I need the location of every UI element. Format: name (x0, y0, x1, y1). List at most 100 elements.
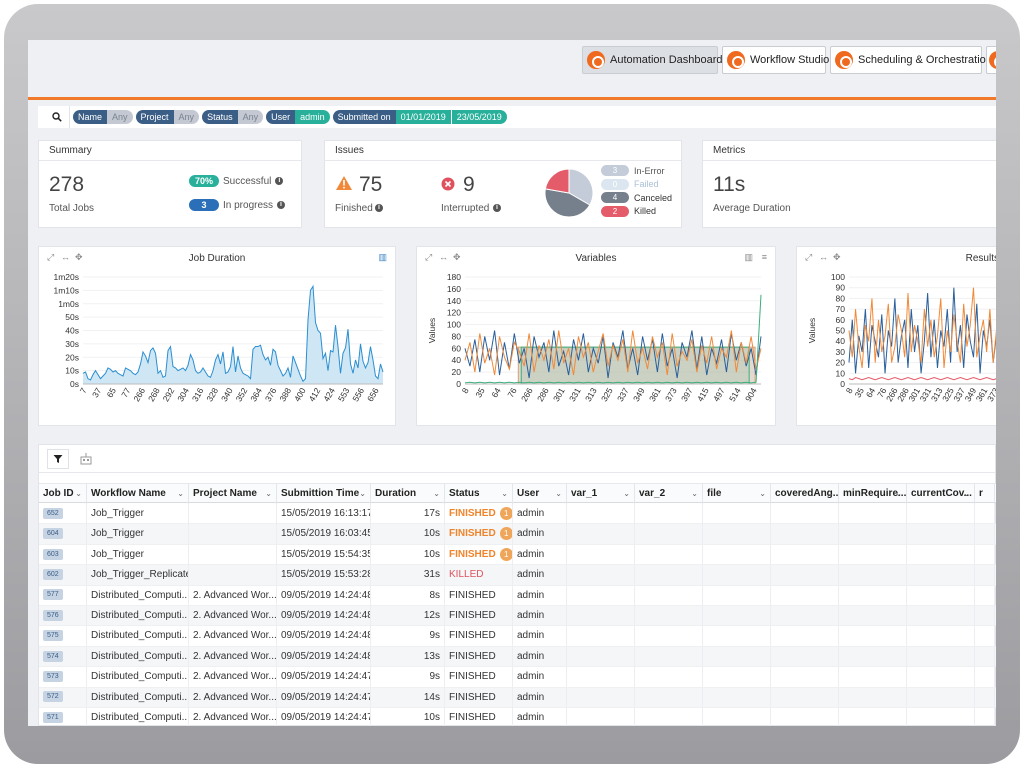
table-cell (771, 646, 839, 667)
status-text: KILLED (449, 569, 484, 581)
table-cell: 2. Advanced Wor... (189, 708, 277, 726)
column-header[interactable]: coveredAng... ⌄ (771, 484, 839, 504)
column-header[interactable]: Project Name ⌄ (189, 484, 277, 504)
info-icon[interactable]: i (275, 177, 284, 185)
column-header[interactable]: Submittion Time ⌄ (277, 484, 371, 504)
table-cell: 2. Advanced Wor... (189, 687, 277, 708)
chart-type-icon[interactable]: ▥ (744, 252, 753, 262)
column-header[interactable]: currentCov... ⌄ (907, 484, 975, 504)
filter-status[interactable]: Status Any (202, 110, 264, 124)
chevron-down-icon[interactable]: ⌄ (691, 489, 698, 498)
table-cell: 603 (39, 544, 87, 565)
chevron-down-icon[interactable]: ⌄ (555, 489, 562, 498)
table-row[interactable]: 603 Job_Trigger 15/05/2019 15:54:35 10s FINI… (39, 544, 996, 566)
chevron-down-icon[interactable]: ⌄ (963, 489, 970, 498)
column-header[interactable]: Workflow Name ⌄ (87, 484, 189, 504)
column-header[interactable]: Status ⌄ (445, 484, 513, 504)
export-button[interactable] (75, 449, 97, 469)
expand-icon[interactable]: ⤢ (805, 252, 813, 262)
job-id-badge[interactable]: 571 (43, 711, 63, 723)
chevron-down-icon[interactable]: ⌄ (501, 489, 508, 498)
move-icon[interactable]: ✥ (453, 252, 461, 262)
table-cell (567, 708, 635, 726)
chart-type-icon[interactable]: ▥ (378, 252, 387, 262)
job-id-badge[interactable]: 577 (43, 589, 63, 601)
x-tick-label: 65 (105, 386, 119, 399)
resize-icon[interactable]: ↔ (61, 252, 70, 262)
table-row[interactable]: 604 Job_Trigger 15/05/2019 16:03:45 10s FINI… (39, 524, 996, 545)
job-id-badge[interactable]: 602 (43, 569, 63, 581)
column-header-overflow[interactable]: r (975, 484, 995, 504)
chevron-down-icon[interactable]: ⌄ (433, 489, 440, 498)
table-row[interactable]: 574 Distributed_Computi... 2. Advanced Wor… (39, 646, 996, 668)
chevron-down-icon[interactable]: ⌄ (265, 489, 272, 498)
table-row[interactable]: 575 Distributed_Computi... 2. Advanced Wor… (39, 626, 996, 647)
filter-project[interactable]: Project Any (135, 110, 200, 124)
chevron-down-icon[interactable]: ⌄ (623, 489, 630, 498)
menu-icon[interactable]: ≡ (761, 252, 767, 262)
chevron-down-icon[interactable]: ⌄ (827, 489, 834, 498)
portal-scheduling[interactable]: Scheduling & Orchestration (830, 46, 992, 74)
resize-icon[interactable]: ↔ (819, 252, 828, 262)
chevron-down-icon[interactable]: ⌄ (759, 489, 766, 498)
column-header[interactable]: var_2 ⌄ (635, 484, 703, 504)
filter-name[interactable]: Name Any (73, 110, 133, 124)
move-icon[interactable]: ✥ (75, 252, 83, 262)
job-id-badge[interactable]: 573 (43, 671, 63, 683)
x-tick-label: 268 (146, 386, 162, 404)
table-row[interactable]: 573 Distributed_Computi... 2. Advanced Wor… (39, 667, 996, 688)
info-icon[interactable]: i (277, 201, 286, 209)
interrupted-value: 9 (463, 173, 475, 196)
resize-icon[interactable]: ↔ (439, 252, 448, 262)
expand-icon[interactable]: ⤢ (425, 252, 433, 262)
table-row[interactable]: 572 Distributed_Computi... 2. Advanced Wor… (39, 687, 996, 708)
issue-count-badge[interactable]: 1 (499, 527, 512, 541)
expand-icon[interactable]: ⤢ (47, 252, 55, 262)
filter-user[interactable]: User admin (266, 110, 330, 124)
job-id-badge[interactable]: 572 (43, 691, 63, 703)
info-icon[interactable]: i (375, 204, 383, 212)
search-button[interactable] (44, 106, 70, 128)
table-row[interactable]: 576 Distributed_Computi... 2. Advanced Wor… (39, 606, 996, 627)
y-tick-label: 30s (65, 339, 79, 349)
filter-button[interactable] (47, 448, 69, 469)
variables-card: ⤢ ↔ ✥ Variables ▥ ≡ 180 160 140 120 100 80 60 4… (416, 246, 776, 426)
x-tick-label: 397 (679, 386, 695, 404)
chevron-down-icon[interactable]: ⌄ (75, 489, 82, 498)
table-row[interactable]: 652 Job_Trigger 15/05/2019 16:13:17 17s FINI… (39, 504, 996, 525)
column-header[interactable]: minRequire... ⌄ (839, 484, 907, 504)
table-row[interactable]: 577 Distributed_Computi... 2. Advanced Wor… (39, 585, 996, 606)
column-header[interactable]: User ⌄ (513, 484, 567, 504)
average-duration-value: 11s (713, 173, 746, 196)
job-id-badge[interactable]: 575 (43, 630, 63, 642)
filter-submitted-on[interactable]: Submitted on 01/01/2019 23/05/2019 (332, 110, 507, 124)
x-tick-label: 656 (365, 386, 381, 404)
job-id-badge[interactable]: 652 (43, 507, 63, 519)
issue-count-badge[interactable]: 1 (499, 547, 512, 561)
portal-more[interactable] (986, 46, 996, 74)
chevron-down-icon[interactable]: ⌄ (895, 489, 902, 498)
portal-workflow-studio[interactable]: Workflow Studio (722, 46, 829, 74)
table-row[interactable]: 571 Distributed_Computi... 2. Advanced Wor… (39, 708, 996, 726)
column-header[interactable]: Job ID ⌄ (39, 484, 87, 504)
chevron-down-icon[interactable]: ⌄ (359, 489, 366, 498)
job-id-badge[interactable]: 603 (43, 548, 63, 560)
y-tick-label: 80 (836, 293, 846, 303)
column-header[interactable]: Duration ⌄ (371, 484, 445, 504)
summary-card: Summary 278 Total Jobs 70% Successful i … (38, 140, 302, 228)
move-icon[interactable]: ✥ (833, 252, 841, 262)
job-id-badge[interactable]: 576 (43, 609, 63, 621)
info-icon[interactable]: i (493, 204, 501, 212)
y-tick-label: 30 (836, 347, 846, 357)
column-header[interactable]: file ⌄ (703, 484, 771, 504)
job-id-badge[interactable]: 604 (43, 528, 63, 540)
table-row[interactable]: 602 Job_Trigger_Replicate 15/05/2019 15:53… (39, 565, 996, 586)
table-cell: FINISHED 1 (445, 544, 513, 565)
table-cell: 574 (39, 646, 87, 667)
job-id-badge[interactable]: 574 (43, 650, 63, 662)
issue-count-badge[interactable]: 1 (499, 506, 512, 520)
portal-automation-dashboard[interactable]: Automation Dashboard (582, 46, 723, 74)
column-header[interactable]: var_1 ⌄ (567, 484, 635, 504)
y-tick-label: 1m10s (53, 285, 79, 295)
chevron-down-icon[interactable]: ⌄ (177, 489, 184, 498)
